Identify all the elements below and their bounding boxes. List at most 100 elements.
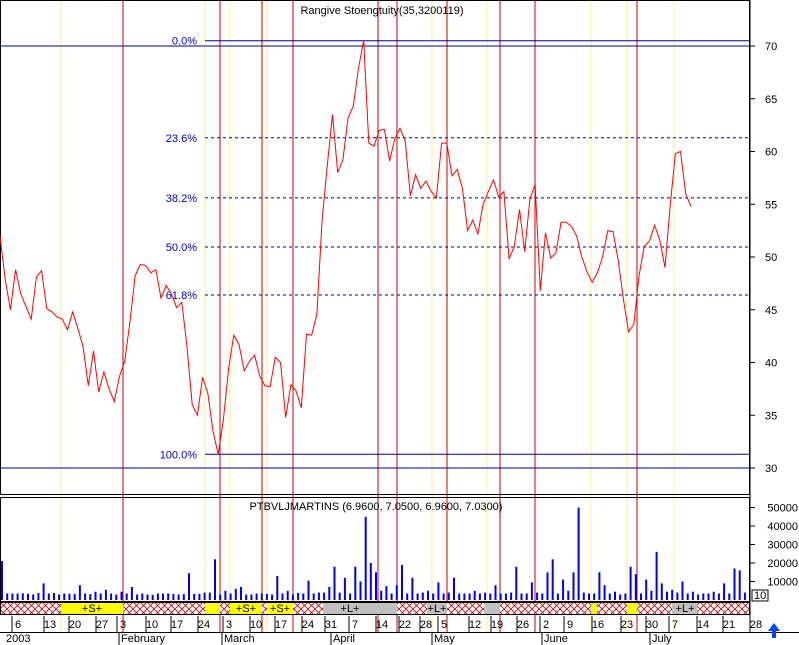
date-tick-label: 21 [723,619,735,631]
volume-bar [390,593,393,600]
volume-bar [634,574,637,600]
volume-bar [354,566,357,600]
volume-bar [53,593,55,600]
volume-bar [717,593,720,600]
date-tick-label: 2 [543,619,549,631]
volume-bar [1,561,3,600]
volume-right-label: 10 [754,590,766,602]
month-label: February [121,633,166,645]
volume-bar [427,590,429,601]
volume-bar [338,592,341,600]
volume-bar [343,577,346,600]
volume-bar [401,564,403,600]
volume-bar [572,572,575,601]
y-tick-label: 30 [765,463,777,475]
volume-bar [234,588,237,600]
date-tick-label: 14 [376,619,388,631]
date-tick-label: 14 [697,619,709,631]
volume-bar [712,591,715,600]
volume-bar [489,593,492,600]
date-tick-label: 9 [567,619,573,631]
volume-bar [510,592,513,600]
volume-bar [504,593,507,600]
band-gray-segment [323,602,378,615]
volume-bar [686,593,689,600]
volume-bar [385,586,388,600]
volume-bar [442,593,445,600]
volume-bar [312,593,315,600]
volume-bar [468,593,471,600]
volume-bar [125,593,128,600]
volume-bar [271,594,274,600]
volume-bar [349,593,352,600]
date-tick-label: 27 [96,619,108,631]
up-arrow-icon[interactable] [768,623,780,638]
event-label: +S+ [270,603,290,615]
volume-bar [302,593,305,600]
date-tick-label: 24 [198,619,210,631]
volume-bar [453,577,455,600]
volume-bar [136,594,139,600]
volume-bar [286,590,289,601]
volume-bar [624,593,627,600]
band-gray-segment [484,602,500,615]
volume-bar [229,593,232,600]
volume-bar [364,516,367,601]
volume-bar [359,581,362,600]
volume-bar [484,592,487,600]
volume-bar [655,551,658,600]
volume-bar [556,593,559,600]
volume-bar [193,593,196,600]
volume-bar [432,593,435,600]
fib-level-label: 0.0% [172,36,197,48]
volume-bar [130,587,133,600]
volume-bar [224,590,227,601]
volume-bar [676,592,679,600]
volume-bar [728,593,731,600]
volume-bar [94,591,97,600]
volume-bar [63,593,66,600]
volume-bar [188,573,190,600]
volume-bar [614,591,616,600]
month-label: June [544,633,568,645]
volume-bar [162,593,164,600]
volume-bar [291,594,294,600]
fib-level-label: 100.0% [160,449,198,461]
volume-bar [323,592,326,600]
fibonacci-levels: 0.0%23.6%38.2%50.0%61.8%100.0% [0,36,750,469]
volume-bar [691,591,694,600]
volume-bar [281,593,284,600]
y-tick-label: 65 [765,94,777,106]
volume-bar [250,594,253,600]
fib-level-label: 50.0% [166,242,197,254]
volume-bar [245,594,248,600]
volume-bar [317,592,320,600]
y-tick-label: 60 [765,147,777,159]
date-tick-label: 6 [15,619,21,631]
volume-bar [99,593,102,600]
volume-bar [156,593,159,600]
date-tick-label: 7 [352,619,358,631]
volume-bars [1,507,746,601]
volume-bar [369,563,372,600]
volume-tick-label: 20000 [767,558,798,570]
volume-bar [478,593,481,600]
volume-tick-label: 10000 [767,577,798,589]
band-gray-segment [672,602,697,615]
fib-level-label: 38.2% [166,193,197,205]
rsi-y-axis: 30 35 40 45 50 55 60 65 70 [750,41,777,475]
volume-bar [494,585,497,600]
event-label: +S+ [82,603,102,615]
date-tick-label: 12 [469,619,481,631]
date-tick-label: 10 [146,619,158,631]
volume-bar [598,572,601,601]
volume-bar [702,593,705,600]
event-label: +L+ [341,603,360,615]
date-tick-label: 26 [517,619,529,631]
volume-bar [37,593,40,600]
month-label: April [333,633,355,645]
volume-bar [588,593,590,600]
date-tick-label: 30 [646,619,658,631]
volume-bar [645,579,648,600]
volume-bar [333,566,336,600]
